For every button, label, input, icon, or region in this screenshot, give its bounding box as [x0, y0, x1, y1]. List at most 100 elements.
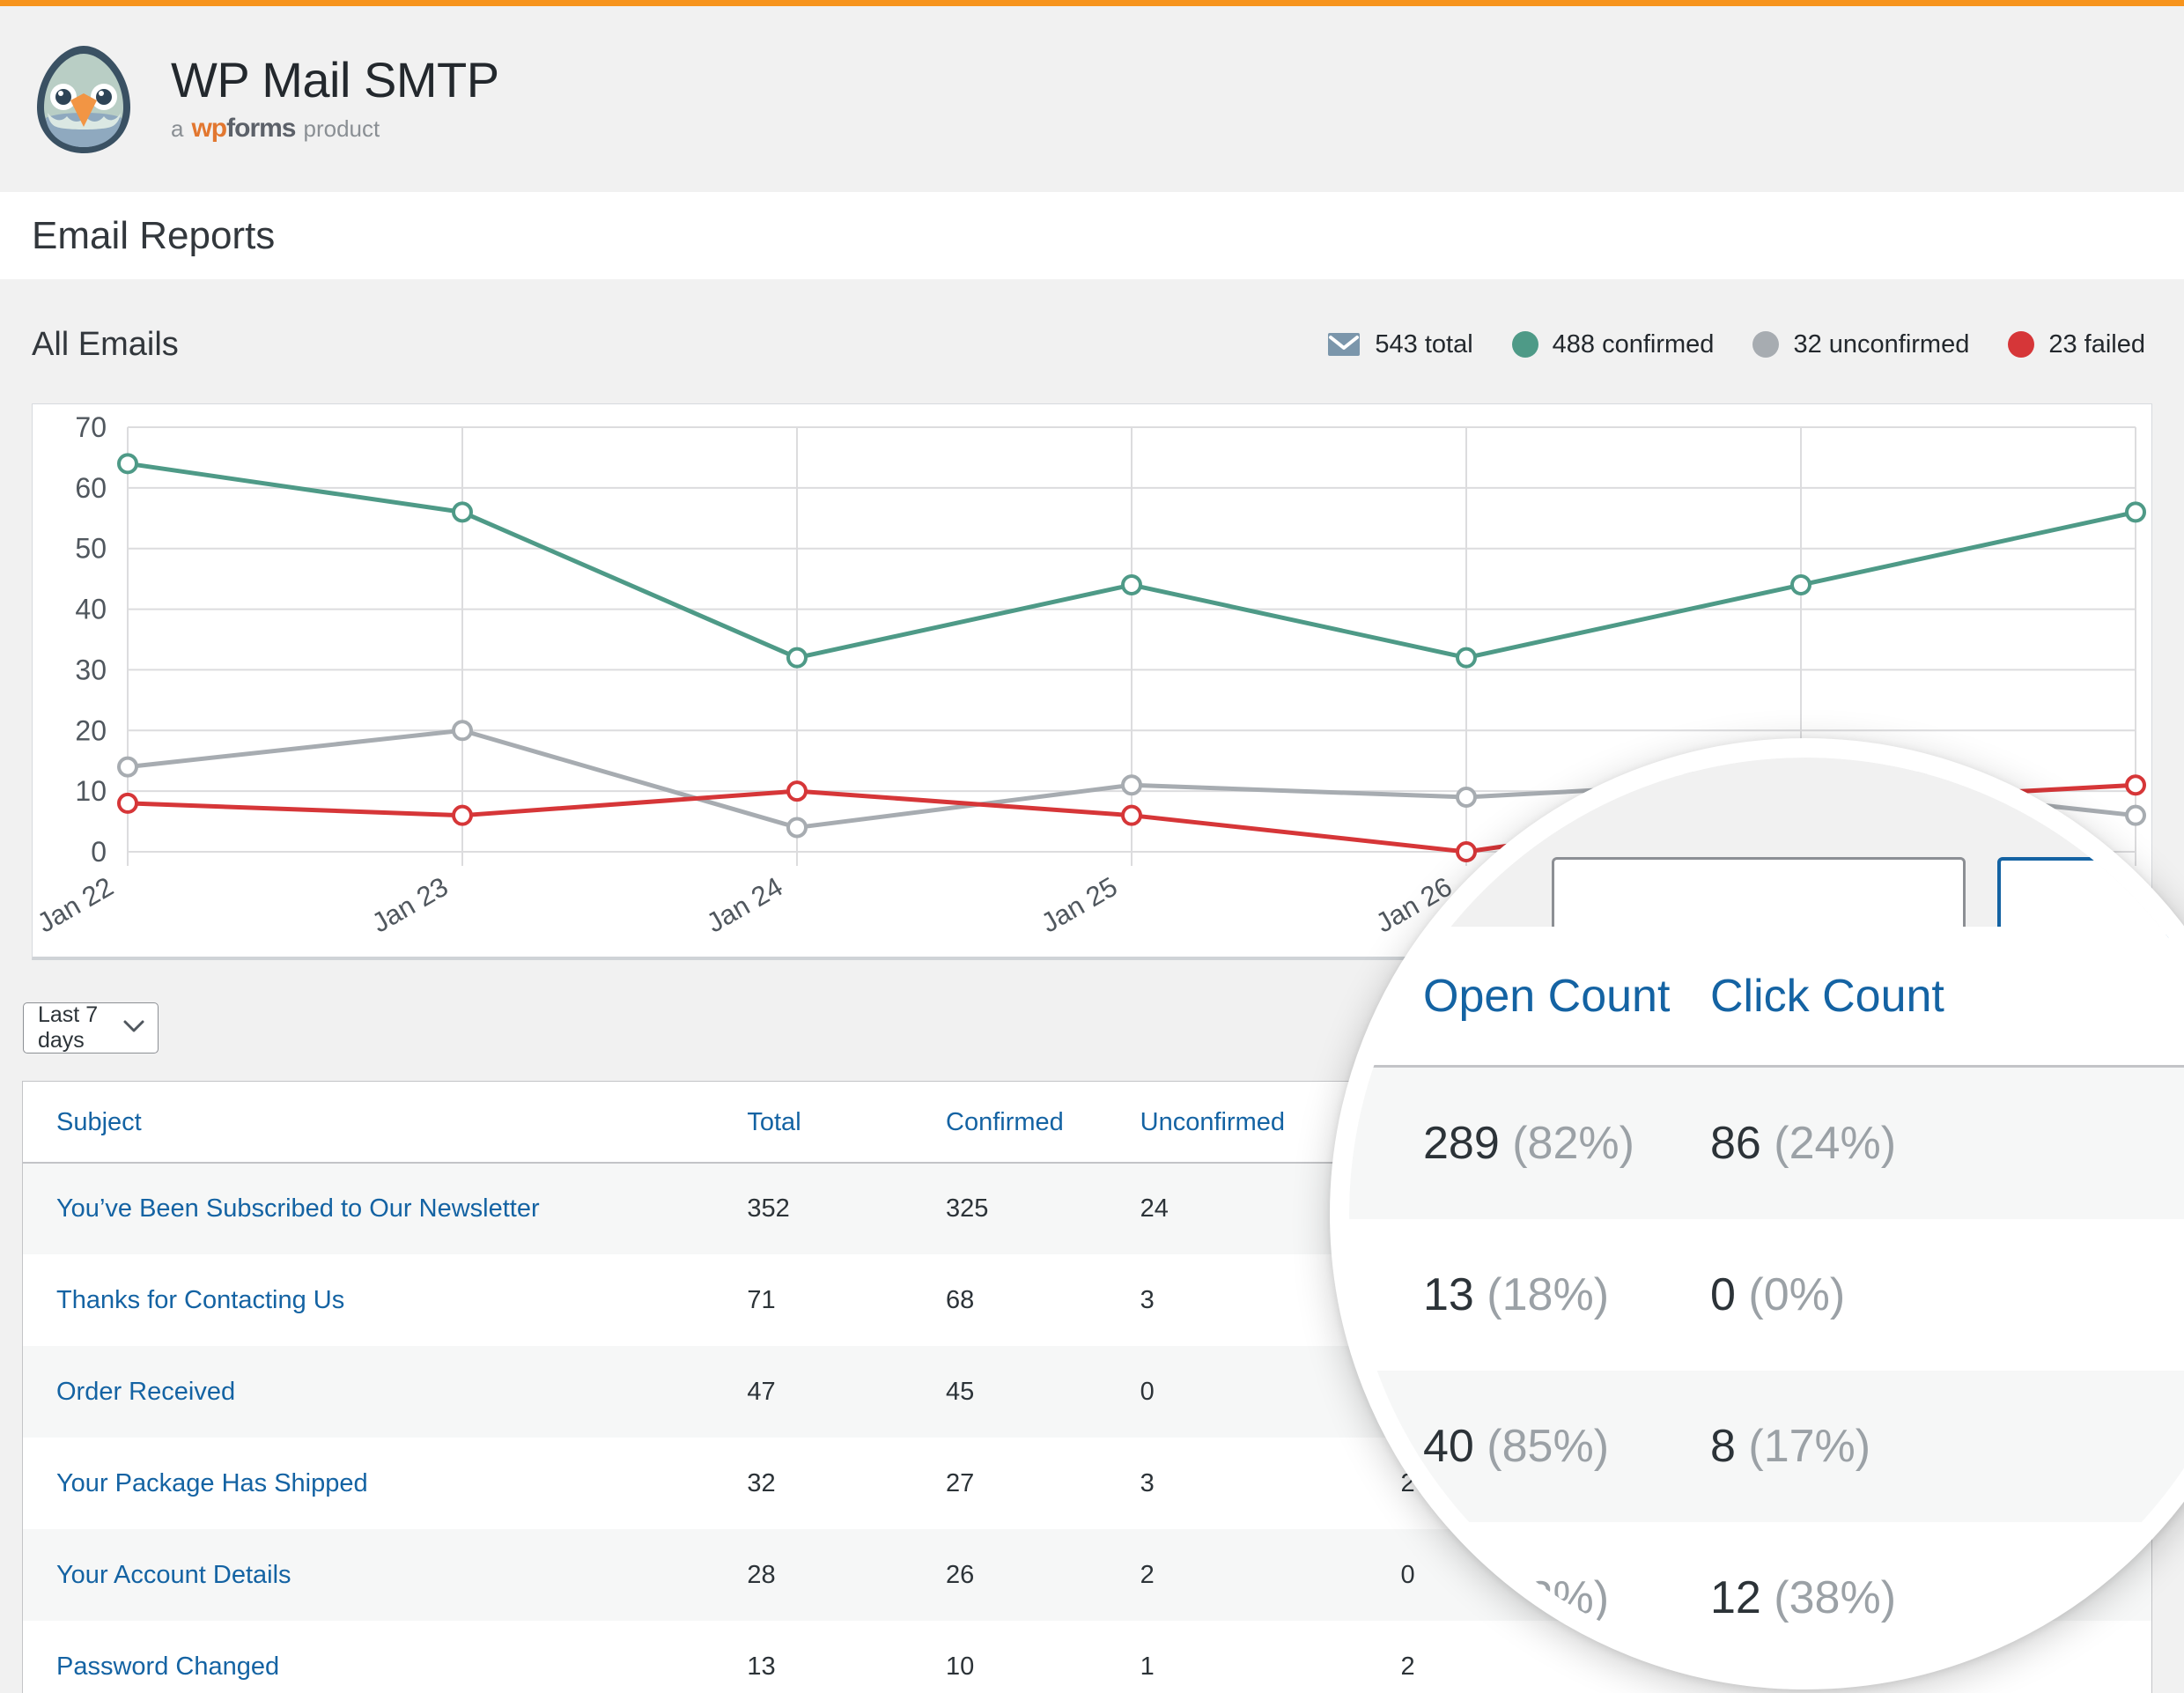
cell-subject[interactable]: Order Received: [23, 1346, 747, 1438]
cell-unconfirmed: 2: [1140, 1560, 1155, 1589]
y-axis-tick-label: 10: [75, 775, 107, 807]
emails-table: Subject Total Confirmed Unconfirmed Fail…: [23, 1082, 2151, 1693]
cell-open-count: 13 (18%): [1577, 1285, 1681, 1314]
table-row[interactable]: Your Package Has Shipped 32 27 3 2 20 (62%) 12…: [23, 1438, 2151, 1529]
cell-total: 13: [747, 1652, 776, 1681]
tagline-suffix: product: [303, 115, 380, 142]
cell-failed: 0: [1400, 1285, 1415, 1314]
cell-open-count: [1577, 1621, 1869, 1693]
chart-point-failed[interactable]: [786, 780, 808, 802]
cell-unconfirmed: 3: [1140, 1468, 1155, 1497]
subject-link[interactable]: Your Account Details: [56, 1560, 291, 1589]
cell-open-count: [1577, 1529, 1869, 1621]
envelope-icon: [1328, 333, 1361, 356]
chart-point-failed[interactable]: [1121, 804, 1142, 826]
legend-item-total[interactable]: 543 total: [1327, 330, 1473, 359]
column-header-unconfirmed[interactable]: Unconfirmed: [1140, 1082, 1401, 1164]
chart-point-failed[interactable]: [452, 804, 473, 826]
column-header-open-count[interactable]: Open Count: [1577, 1082, 1870, 1164]
chart-point-unconfirmed[interactable]: [1121, 774, 1142, 796]
subject-link[interactable]: Order Received: [56, 1377, 236, 1406]
chart-point-confirmed[interactable]: [117, 453, 138, 475]
cell-confirmed: 27: [946, 1468, 975, 1497]
cell-failed: 2: [1400, 1652, 1415, 1681]
chart-point-confirmed[interactable]: [1790, 574, 1811, 596]
legend-label-unconfirmed: 32 unconfirmed: [1793, 329, 1970, 359]
column-header-confirmed[interactable]: Confirmed: [946, 1082, 1140, 1164]
cell-unconfirmed: 1: [1140, 1652, 1155, 1681]
table-row[interactable]: Thanks for Contacting Us 71 68 3 0 13 (18%) 0 …: [23, 1254, 2151, 1346]
chart-point-unconfirmed[interactable]: [786, 817, 808, 839]
y-axis-tick-label: 20: [75, 714, 107, 746]
cell-click-count: 86 (24%): [1869, 1194, 1973, 1223]
cell-open-count: 20 (62%): [1577, 1468, 1681, 1497]
cell-failed: 3: [1400, 1194, 1415, 1223]
wpforms-wp: wp: [191, 113, 227, 143]
subject-link[interactable]: Thanks for Contacting Us: [56, 1285, 345, 1314]
y-axis-tick-label: 30: [75, 654, 107, 685]
chart-point-confirmed[interactable]: [1456, 647, 1477, 669]
cell-subject[interactable]: You’ve Been Subscribed to Our Newsletter: [23, 1163, 747, 1254]
chart-point-failed[interactable]: [1456, 841, 1477, 862]
chart-legend: 543 total 488 confirmed 32 unconfirmed 2…: [1327, 330, 2145, 359]
y-axis-tick-label: 50: [75, 533, 107, 565]
cell-subject[interactable]: Your Account Details: [23, 1529, 747, 1621]
date-range-select[interactable]: Last 7 days: [23, 1002, 159, 1054]
top-accent-bar: [0, 0, 2184, 6]
column-header-subject[interactable]: Subject: [23, 1082, 748, 1164]
chart-point-unconfirmed[interactable]: [1790, 768, 1811, 790]
wp-mail-smtp-logo: [32, 42, 136, 157]
cell-subject[interactable]: Password Changed: [23, 1621, 747, 1693]
chart-point-unconfirmed[interactable]: [1456, 787, 1477, 809]
chart-point-confirmed[interactable]: [452, 501, 473, 523]
subject-link[interactable]: Your Package Has Shipped: [56, 1468, 368, 1497]
wpforms-wordmark: wpforms: [191, 113, 296, 144]
confirmed-dot-icon: [1511, 331, 1538, 358]
column-header-failed[interactable]: Failed: [1400, 1082, 1578, 1164]
cell-total: 71: [747, 1285, 776, 1314]
subject-link[interactable]: Password Changed: [56, 1652, 280, 1681]
table-row[interactable]: Order Received 47 45 0 2 40 (85%) 8 (17%): [23, 1346, 2151, 1438]
chart-point-unconfirmed[interactable]: [2125, 804, 2146, 826]
x-axis-tick-label: Jan 26: [1370, 871, 1457, 939]
cell-confirmed: 10: [946, 1652, 975, 1681]
legend-label-failed: 23 failed: [2048, 329, 2145, 359]
percent-label: (18%): [1605, 1285, 1681, 1314]
x-axis-tick-label: Jan 24: [701, 871, 787, 939]
x-axis-tick-label: Jan 22: [33, 871, 118, 939]
legend-item-unconfirmed[interactable]: 32 unconfirmed: [1752, 330, 1969, 359]
table-row[interactable]: Password Changed 13 10 1 2: [23, 1621, 2151, 1693]
chart-point-confirmed[interactable]: [786, 647, 808, 669]
column-header-click-count[interactable]: Click Count: [1869, 1082, 2151, 1164]
chart-point-failed[interactable]: [2125, 774, 2146, 796]
date-range-value: Last 7 days: [38, 1002, 99, 1053]
cell-open-count: 40 (85%): [1577, 1377, 1681, 1406]
legend-item-confirmed[interactable]: 488 confirmed: [1511, 329, 1715, 359]
page-title: Email Reports: [32, 213, 276, 257]
chart-point-failed[interactable]: [117, 792, 138, 814]
emails-table-wrapper: Subject Total Confirmed Unconfirmed Fail…: [22, 1081, 2152, 1693]
chart-point-confirmed[interactable]: [1121, 574, 1142, 596]
percent-label: (38%): [1897, 1468, 1973, 1497]
column-header-total[interactable]: Total: [747, 1082, 947, 1164]
table-row[interactable]: You’ve Been Subscribed to Our Newsletter…: [23, 1163, 2151, 1254]
legend-item-failed[interactable]: 23 failed: [2008, 330, 2145, 359]
chart-point-failed[interactable]: [1790, 792, 1811, 814]
cell-total: 47: [747, 1377, 776, 1406]
table-row[interactable]: Your Account Details 28 26 2 0: [23, 1529, 2151, 1621]
y-axis-tick-label: 70: [75, 411, 107, 443]
chart-point-unconfirmed[interactable]: [117, 756, 138, 778]
percent-label: (85%): [1605, 1377, 1681, 1406]
subject-link[interactable]: You’ve Been Subscribed to Our Newsletter: [56, 1194, 540, 1223]
chart-point-confirmed[interactable]: [2125, 501, 2146, 523]
cell-subject[interactable]: Thanks for Contacting Us: [23, 1254, 747, 1346]
y-axis-tick-label: 0: [91, 836, 107, 868]
cell-subject[interactable]: Your Package Has Shipped: [23, 1438, 747, 1529]
percent-label: (0%): [1883, 1285, 1944, 1314]
chart-point-unconfirmed[interactable]: [452, 720, 473, 742]
y-axis-tick-label: 60: [75, 472, 107, 504]
email-activity-chart[interactable]: 0 10 20 30 40 50 60 70 Jan 22 Jan 23 Jan 24 Jan 25…: [32, 403, 2152, 960]
cell-failed: 0: [1400, 1560, 1415, 1589]
legend-label-confirmed: 488 confirmed: [1552, 329, 1715, 359]
